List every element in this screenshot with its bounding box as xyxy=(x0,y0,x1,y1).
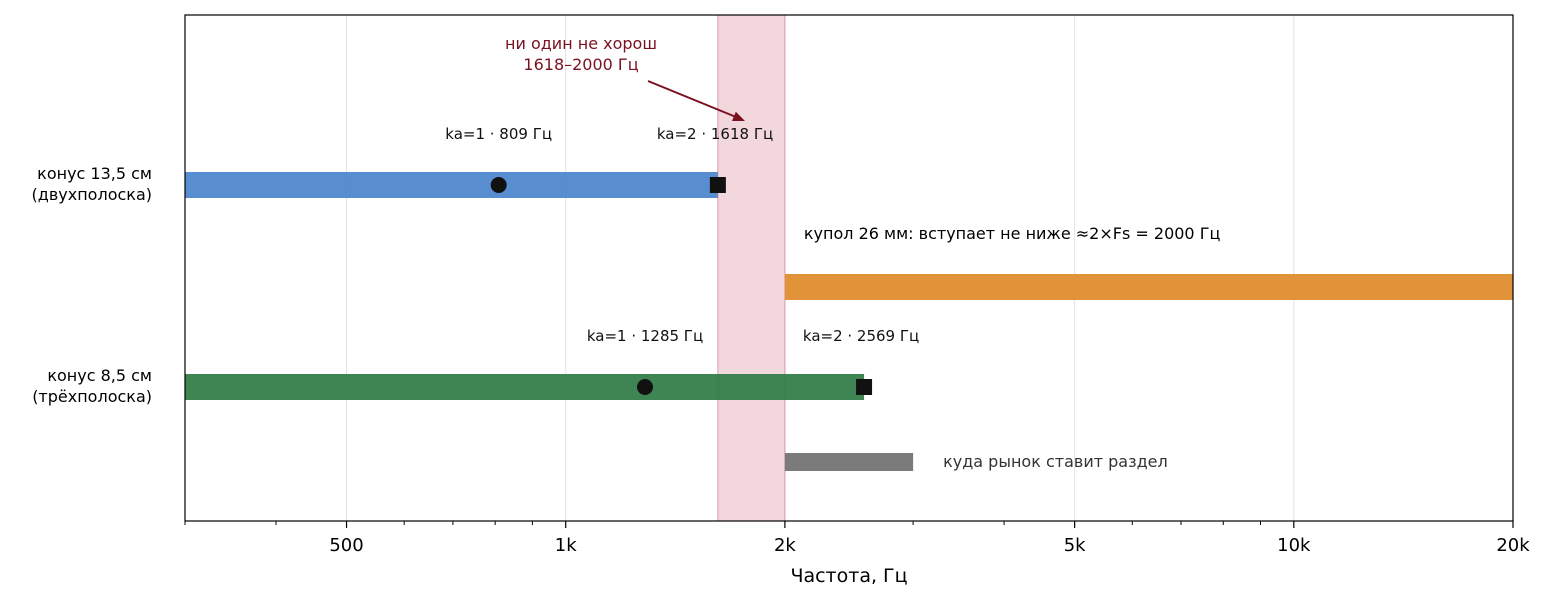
marker-label-1: ka=1 · 809 Гц xyxy=(445,125,552,143)
y-label-1: конус 13,5 см (двухполоска) xyxy=(32,164,152,204)
marker-label-3: ka=1 · 1285 Гц xyxy=(587,327,703,345)
range-bar-3 xyxy=(185,374,865,400)
shaded-region-1618-2000 xyxy=(717,14,786,522)
marker-label-2: ka=2 · 1618 Гц xyxy=(657,125,773,143)
x-axis-label: Частота, Гц xyxy=(790,565,907,587)
marker-label-4: ka=2 · 2569 Гц xyxy=(803,327,919,345)
marker-square-4 xyxy=(856,379,873,395)
annotation-no-good-text: ни один не хорош 1618–2000 Гц xyxy=(505,34,657,74)
marker-circle-3 xyxy=(637,379,654,395)
y-label-2: конус 8,5 см (трёхполоска) xyxy=(32,366,152,406)
x-tick-label: 1k xyxy=(555,535,577,556)
annotation-arrow xyxy=(647,80,737,118)
x-axis: 500 1k 2k 5k 10k 20k xyxy=(184,521,1530,556)
marker-circle-1 xyxy=(490,177,507,193)
grid-layer xyxy=(346,15,1295,521)
markers-layer xyxy=(490,177,873,395)
x-tick-label: 2k xyxy=(774,535,796,556)
annotation-arrow-head xyxy=(732,111,745,122)
annotation-market: куда рынок ставит раздел xyxy=(943,452,1168,471)
marker-square-2 xyxy=(709,177,726,193)
x-tick-label: 20k xyxy=(1496,535,1530,556)
range-bar-2 xyxy=(784,274,1513,300)
range-bar-4 xyxy=(784,453,914,471)
labels-layer: ka=1 · 809 Гц ka=2 · 1618 Гц ka=1 · 1285 Г… xyxy=(32,125,920,406)
x-tick-label: 500 xyxy=(329,535,363,556)
annotation-no-good: ни один не хорош 1618–2000 Гц xyxy=(505,34,745,122)
x-tick-label: 10k xyxy=(1277,535,1311,556)
plot-frame xyxy=(184,14,1514,522)
x-tick-label: 5k xyxy=(1064,535,1086,556)
range-bar-1 xyxy=(185,172,718,198)
annotation-dome: купол 26 мм: вступает не ниже ≈2×Fs = 20… xyxy=(804,224,1221,243)
bars-layer xyxy=(185,172,1513,471)
